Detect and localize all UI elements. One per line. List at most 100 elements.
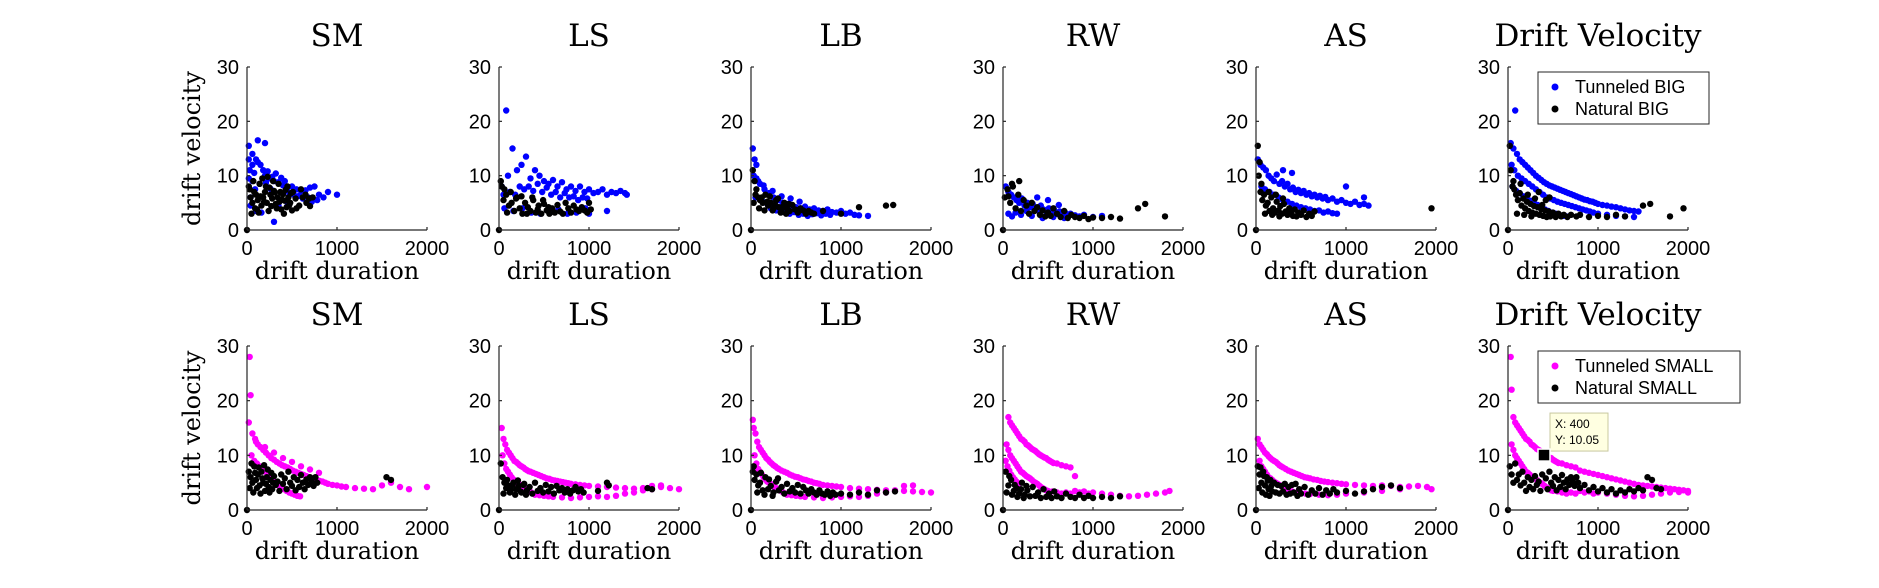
scatter-point [320, 194, 327, 201]
scatter-point [1528, 213, 1535, 220]
x-tick-label: 0 [745, 518, 756, 540]
scatter-point [554, 201, 561, 209]
scatter-point [767, 482, 774, 490]
panel-0-1-series-natural-big [495, 177, 594, 234]
scatter-point [539, 188, 546, 196]
scatter-point [360, 485, 368, 492]
panel-0-3: 0 1000 2000 0 10 20 30 RW drift duration [973, 18, 1206, 285]
x-tick-label: 2000 [405, 518, 450, 540]
scatter-point [1098, 493, 1106, 501]
panel-1-0: 0 1000 2000 0 10 20 30 SM drift duration drift ve… [178, 297, 449, 565]
scatter-point [542, 481, 549, 489]
scatter-point [301, 486, 308, 493]
panel-0-0-title: SM [311, 18, 364, 54]
scatter-point [1549, 482, 1557, 490]
scatter-point [518, 193, 525, 200]
scatter-point [1594, 212, 1602, 220]
legend-label: Natural SMALL [1575, 378, 1697, 398]
scatter-point [1581, 481, 1588, 489]
scatter-point [529, 194, 536, 201]
scatter-point [810, 210, 818, 217]
legend-marker [1551, 384, 1559, 392]
scatter-point [503, 209, 511, 216]
scatter-point [523, 210, 531, 217]
scatter-point [750, 463, 757, 470]
scatter-point [1521, 211, 1528, 218]
scatter-point [259, 175, 266, 182]
scatter-point [585, 482, 593, 490]
scatter-point [1067, 464, 1074, 471]
scatter-point [249, 430, 256, 437]
scatter-point [279, 480, 287, 487]
scatter-point [292, 195, 299, 202]
scatter-point [503, 476, 511, 484]
y-tick-label: 10 [1226, 445, 1248, 467]
scatter-point [1621, 213, 1629, 220]
scatter-point [311, 183, 318, 190]
scatter-point [909, 488, 917, 495]
scatter-point [752, 191, 759, 198]
panel-0-1: 0 1000 2000 0 10 20 30 LS drift duration [469, 18, 702, 285]
scatter-point [538, 210, 545, 217]
scatter-point [567, 209, 575, 216]
scatter-point [270, 449, 278, 456]
scatter-point [248, 452, 255, 459]
x-tick-label: 2000 [1414, 238, 1459, 260]
scatter-point [1333, 489, 1341, 496]
scatter-point [271, 189, 279, 196]
scatter-point [545, 204, 552, 211]
scatter-point [751, 476, 758, 484]
x-tick-label: 1000 [819, 518, 864, 540]
scatter-point [757, 469, 765, 476]
scatter-point [261, 188, 269, 196]
scatter-point [603, 207, 611, 215]
datatip-marker[interactable] [1537, 448, 1551, 462]
scatter-point [297, 471, 305, 479]
scatter-point [1508, 161, 1515, 168]
panel-1-5-title: Drift Velocity [1494, 297, 1702, 333]
scatter-point [1297, 490, 1305, 497]
scatter-point [1071, 494, 1079, 502]
scatter-point [827, 211, 834, 218]
scatter-point [297, 463, 305, 470]
scatter-point [760, 182, 767, 189]
scatter-point [855, 204, 863, 211]
scatter-point [296, 493, 304, 500]
scatter-point [1116, 215, 1124, 222]
y-tick-label: 0 [1237, 500, 1248, 522]
scatter-point [333, 191, 341, 198]
panel-0-5-xlabel: drift duration [1516, 257, 1681, 285]
scatter-point [1259, 196, 1266, 204]
scatter-point [1265, 188, 1272, 196]
legend-marker [1551, 105, 1559, 113]
scatter-point [1143, 491, 1151, 498]
scatter-point [1002, 468, 1009, 475]
scatter-point [1542, 475, 1550, 482]
scatter-point [1315, 484, 1323, 492]
panel-0-2-xlabel: drift duration [759, 257, 924, 285]
x-tick-label: 0 [745, 238, 756, 260]
scatter-point [1003, 441, 1010, 448]
scatter-point [283, 486, 290, 493]
x-tick-label: 1000 [1324, 238, 1369, 260]
scatter-point [752, 430, 759, 437]
x-tick-label: 1000 [1576, 238, 1621, 260]
scatter-point [754, 489, 761, 496]
scatter-point [1256, 158, 1263, 166]
scatter-point [250, 177, 257, 185]
scatter-point [832, 491, 839, 498]
scatter-point [764, 198, 771, 205]
scatter-point [837, 490, 845, 497]
scatter-point [1050, 205, 1057, 212]
scatter-point [294, 476, 301, 484]
scatter-point [253, 206, 261, 213]
scatter-point [289, 188, 297, 196]
scatter-point [279, 454, 287, 462]
scatter-point [1684, 489, 1692, 496]
scatter-point [309, 194, 316, 201]
scatter-point [261, 139, 269, 147]
panel-1-5-datatip[interactable]: X: 400 Y: 10.05 [1537, 412, 1609, 462]
scatter-point [750, 199, 757, 206]
scatter-point [288, 458, 296, 466]
